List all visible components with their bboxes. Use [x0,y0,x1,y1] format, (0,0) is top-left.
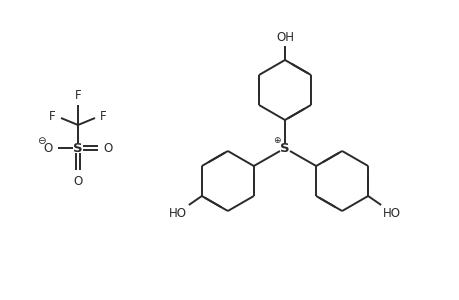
Text: F: F [74,89,81,102]
Text: S: S [280,142,289,154]
Text: HO: HO [382,207,400,220]
Text: OH: OH [275,31,293,44]
Text: O: O [44,142,53,154]
Text: S: S [73,142,83,154]
Text: F: F [100,110,106,122]
Text: F: F [49,110,56,122]
Text: ⊕: ⊕ [273,136,280,145]
Text: ⊖: ⊖ [37,136,45,146]
Text: O: O [73,175,83,188]
Text: HO: HO [168,207,186,220]
Text: O: O [103,142,112,154]
